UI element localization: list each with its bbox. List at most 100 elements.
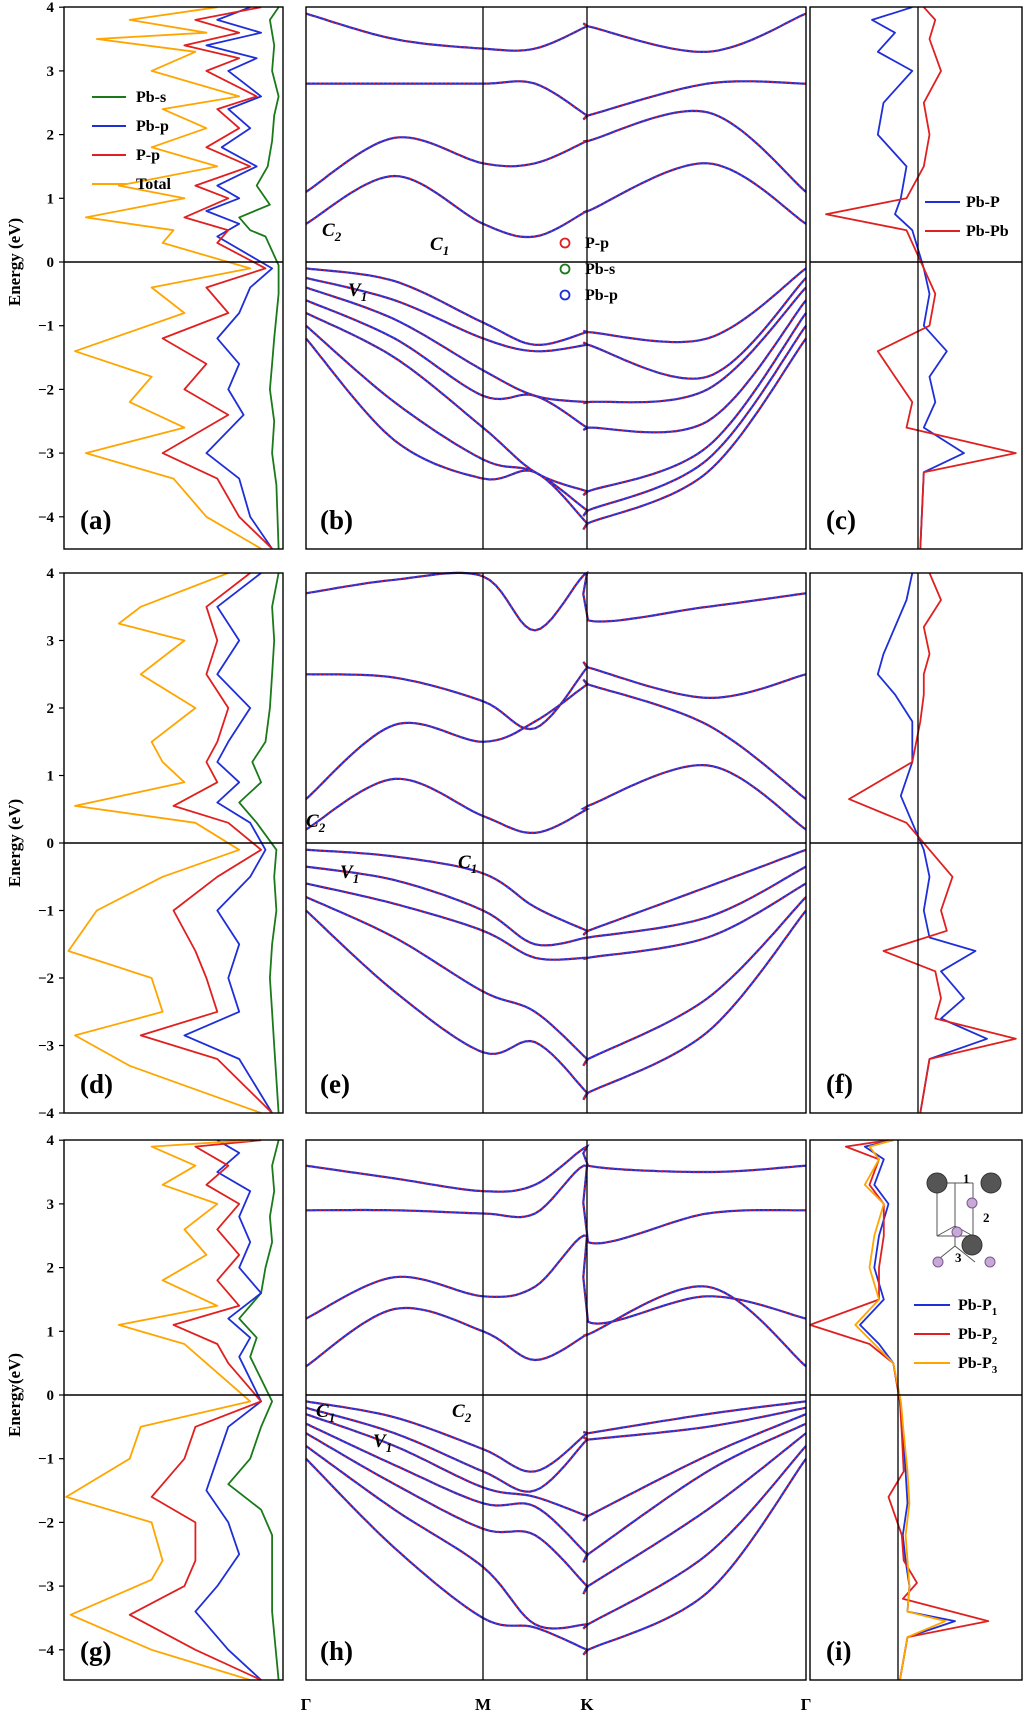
- cohp-frame: [809, 572, 1023, 1114]
- dos-panel: 4 3 2 1 0 −1 −2 −3 −4 Energy(eV) (g): [5, 1133, 284, 1681]
- y-tick-label: −1: [38, 1452, 54, 1468]
- legend-entry: Pb-Pb: [966, 223, 1009, 240]
- dos-frame: [63, 6, 284, 550]
- dos-curve: [238, 6, 280, 549]
- band-curve-p-p: [305, 337, 807, 531]
- panel-label: (a): [80, 505, 111, 535]
- dos-curve: [205, 6, 274, 550]
- dos-panel: 4 3 2 1 0 −1 −2 −3 −4 Energy (eV) (a) Pb-s Pb-p P-p To…: [5, 0, 284, 550]
- legend-entry: Total: [136, 176, 172, 193]
- y-tick-label: 1: [47, 1324, 55, 1340]
- y-tick-label: 4: [47, 0, 55, 16]
- y-tick-label: −4: [38, 1643, 55, 1659]
- y-tick-label: −3: [38, 1579, 54, 1595]
- y-tick-label: −2: [38, 1515, 54, 1531]
- band-curve-p-p: [306, 1164, 806, 1245]
- y-tick-label: −2: [38, 971, 54, 987]
- band-curve-pb-p: [305, 162, 807, 239]
- dos-curve: [227, 1139, 280, 1681]
- y-tick-label: −1: [38, 904, 54, 920]
- cohp-curve: [871, 6, 965, 549]
- dos-curve: [194, 1139, 263, 1681]
- bond-index-label: 3: [955, 1250, 962, 1265]
- cohp-curve: [848, 572, 1017, 1114]
- crystal-structure-inset: 1 2 3: [926, 1171, 1002, 1268]
- legend-entry: Pb-p: [136, 118, 169, 135]
- y-tick-label: −3: [38, 1039, 54, 1055]
- band-panel: (h) C1 C2 V1: [305, 1139, 807, 1681]
- legend-entry: Pb-s: [136, 89, 166, 106]
- band-curve-pb-p: [305, 1400, 807, 1473]
- band-curve-p-p: [305, 678, 807, 800]
- legend-marker: [559, 237, 571, 249]
- band-curve-p-p: [305, 909, 807, 1101]
- y-tick-label: 2: [47, 128, 55, 144]
- legend-marker: [559, 263, 571, 275]
- y-tick-label: 0: [47, 255, 55, 271]
- panel-label: (e): [320, 1069, 350, 1099]
- band-edge-label: C1: [430, 234, 449, 258]
- cohp-panel: (i) Pb-P1 Pb-P2 Pb-P3 1 2 3: [809, 1139, 1023, 1681]
- band-curve-pb-p: [305, 1285, 807, 1368]
- cohp-curve: [825, 6, 1017, 549]
- y-tick-label: −2: [38, 382, 54, 398]
- band-background: [306, 1140, 806, 1680]
- band-curve-p-p: [305, 299, 807, 434]
- legend-entry: Pb-s: [585, 261, 615, 278]
- band-curve-p-p: [305, 1432, 807, 1595]
- legend-entry: Pb-P2: [958, 1326, 998, 1347]
- band-curve-pb-p: [305, 12, 807, 54]
- structure-bond: [936, 1225, 956, 1237]
- kpath-label: Γ: [301, 1695, 312, 1714]
- y-tick-label: 1: [47, 191, 55, 207]
- figure-root: 4 3 2 1 0 −1 −2 −3 −4 Energy (eV) (a) Pb-s Pb-p P-p To…: [5, 0, 1023, 1714]
- band-legend: P-p Pb-s Pb-p: [559, 235, 618, 304]
- band-curve-p-p: [305, 286, 807, 405]
- p-atom: [984, 1256, 996, 1268]
- y-tick-label: 3: [47, 1197, 55, 1213]
- cohp-panel: (c) Pb-P Pb-Pb: [809, 6, 1023, 550]
- p-atom: [951, 1226, 963, 1238]
- panel-label: (c): [826, 505, 856, 535]
- band-edge-label: C1: [316, 1401, 335, 1425]
- panel-label: (h): [320, 1636, 353, 1666]
- y-tick-label: −1: [38, 319, 54, 335]
- pb-atom: [980, 1172, 1002, 1194]
- band-panel: (e) C2 C1 V1: [305, 570, 807, 1114]
- dos-curve: [238, 572, 280, 1114]
- band-edge-label: V1: [373, 1431, 392, 1455]
- band-frame: [305, 1139, 807, 1681]
- band-curve-p-p: [305, 324, 807, 517]
- band-curve-p-p: [305, 109, 807, 193]
- y-tick-label: −4: [38, 510, 55, 526]
- panel-label: (f): [826, 1069, 853, 1099]
- kpath-label: K: [580, 1695, 594, 1714]
- y-tick-label: 1: [47, 769, 55, 785]
- y-axis-title: Energy(eV): [5, 1353, 24, 1437]
- panel-label: (g): [80, 1636, 111, 1666]
- y-tick-label: −4: [38, 1106, 55, 1122]
- dos-curve: [161, 6, 273, 550]
- dos-curve: [67, 572, 262, 1114]
- band-curve-p-p: [305, 1406, 807, 1493]
- y-tick-label: 3: [47, 64, 55, 80]
- y-axis-title: Energy (eV): [5, 218, 24, 306]
- kpath-label: M: [475, 1695, 491, 1714]
- panel-label: (i): [826, 1636, 851, 1666]
- band-curve-pb-p: [306, 80, 806, 121]
- band-curve-p-p: [305, 1413, 807, 1522]
- band-curve-p-p: [305, 895, 807, 1067]
- panel-label: (d): [80, 1069, 113, 1099]
- panel-label: (b): [320, 505, 353, 535]
- cohp-legend: Pb-P1 Pb-P2 Pb-P3: [914, 1297, 998, 1376]
- band-curve-p-p: [305, 1445, 807, 1630]
- figure-row: 4 3 2 1 0 −1 −2 −3 −4 Energy(eV) (g) (h) C1 C2 V1 (i) Pb…: [5, 1133, 1023, 1681]
- legend-entry: Pb-P1: [958, 1297, 997, 1318]
- band-curve-pb-p: [305, 1457, 807, 1656]
- legend-marker: [559, 289, 571, 301]
- band-curve-p-p: [305, 882, 807, 961]
- dos-frame: [63, 1139, 284, 1681]
- cohp-frame: [809, 6, 1023, 550]
- y-tick-label: −3: [38, 446, 54, 462]
